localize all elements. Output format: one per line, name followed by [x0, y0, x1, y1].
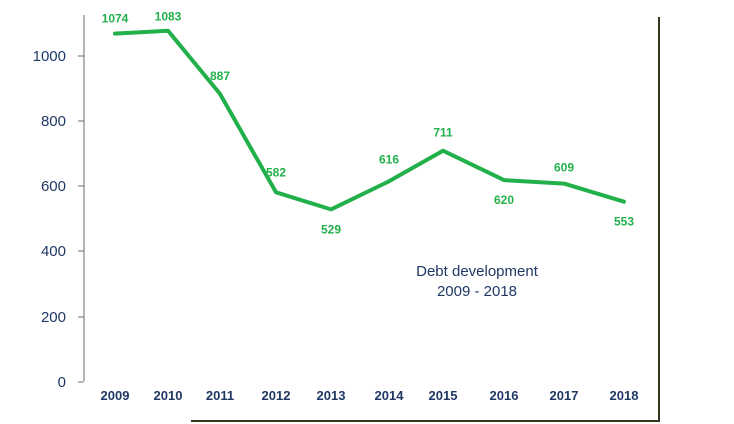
x-tick-label-2012: 2012 — [262, 388, 291, 403]
annotation-line-1: Debt development — [416, 263, 539, 280]
debt-series-line — [113, 28, 626, 212]
y-tick-label-800: 800 — [41, 113, 66, 130]
x-tick-label-2014: 2014 — [375, 388, 405, 403]
data-label-2013: 529 — [321, 222, 341, 236]
y-tick-label-400: 400 — [41, 243, 66, 260]
x-tick-label-2010: 2010 — [154, 388, 183, 403]
x-tick-label-2018: 2018 — [610, 388, 639, 403]
y-tick-label-1000: 1000 — [33, 48, 66, 65]
x-tick-label-2015: 2015 — [429, 388, 458, 403]
annotation-line-2: 2009 - 2018 — [437, 283, 517, 300]
data-label-2012: 582 — [266, 165, 286, 179]
x-tick-label-2017: 2017 — [550, 388, 579, 403]
data-label-2015: 711 — [433, 126, 453, 140]
x-tick-label-2011: 2011 — [206, 388, 234, 403]
y-tick-label-600: 600 — [41, 178, 66, 195]
data-labels: 1074 1083 887 582 529 616 711 620 609 553 — [102, 10, 635, 237]
data-label-2017: 609 — [554, 161, 574, 175]
frame — [83, 15, 660, 422]
y-tick-label-200: 200 — [41, 309, 66, 326]
x-axis-ticks: 2009 2010 2011 2012 2013 2014 2015 2016 2017 2018 — [101, 388, 639, 403]
y-axis-ticks: 0 200 400 600 800 1000 — [33, 48, 84, 391]
data-label-2009: 1074 — [102, 12, 129, 26]
data-label-2011: 887 — [210, 69, 230, 83]
y-tick-label-0: 0 — [58, 374, 66, 391]
data-label-2018: 553 — [614, 215, 634, 229]
x-tick-label-2016: 2016 — [490, 388, 519, 403]
data-label-2014: 616 — [379, 152, 399, 166]
data-label-2016: 620 — [494, 193, 514, 207]
x-tick-label-2009: 2009 — [101, 388, 130, 403]
data-label-2010: 1083 — [155, 10, 182, 24]
x-tick-label-2013: 2013 — [317, 388, 346, 403]
